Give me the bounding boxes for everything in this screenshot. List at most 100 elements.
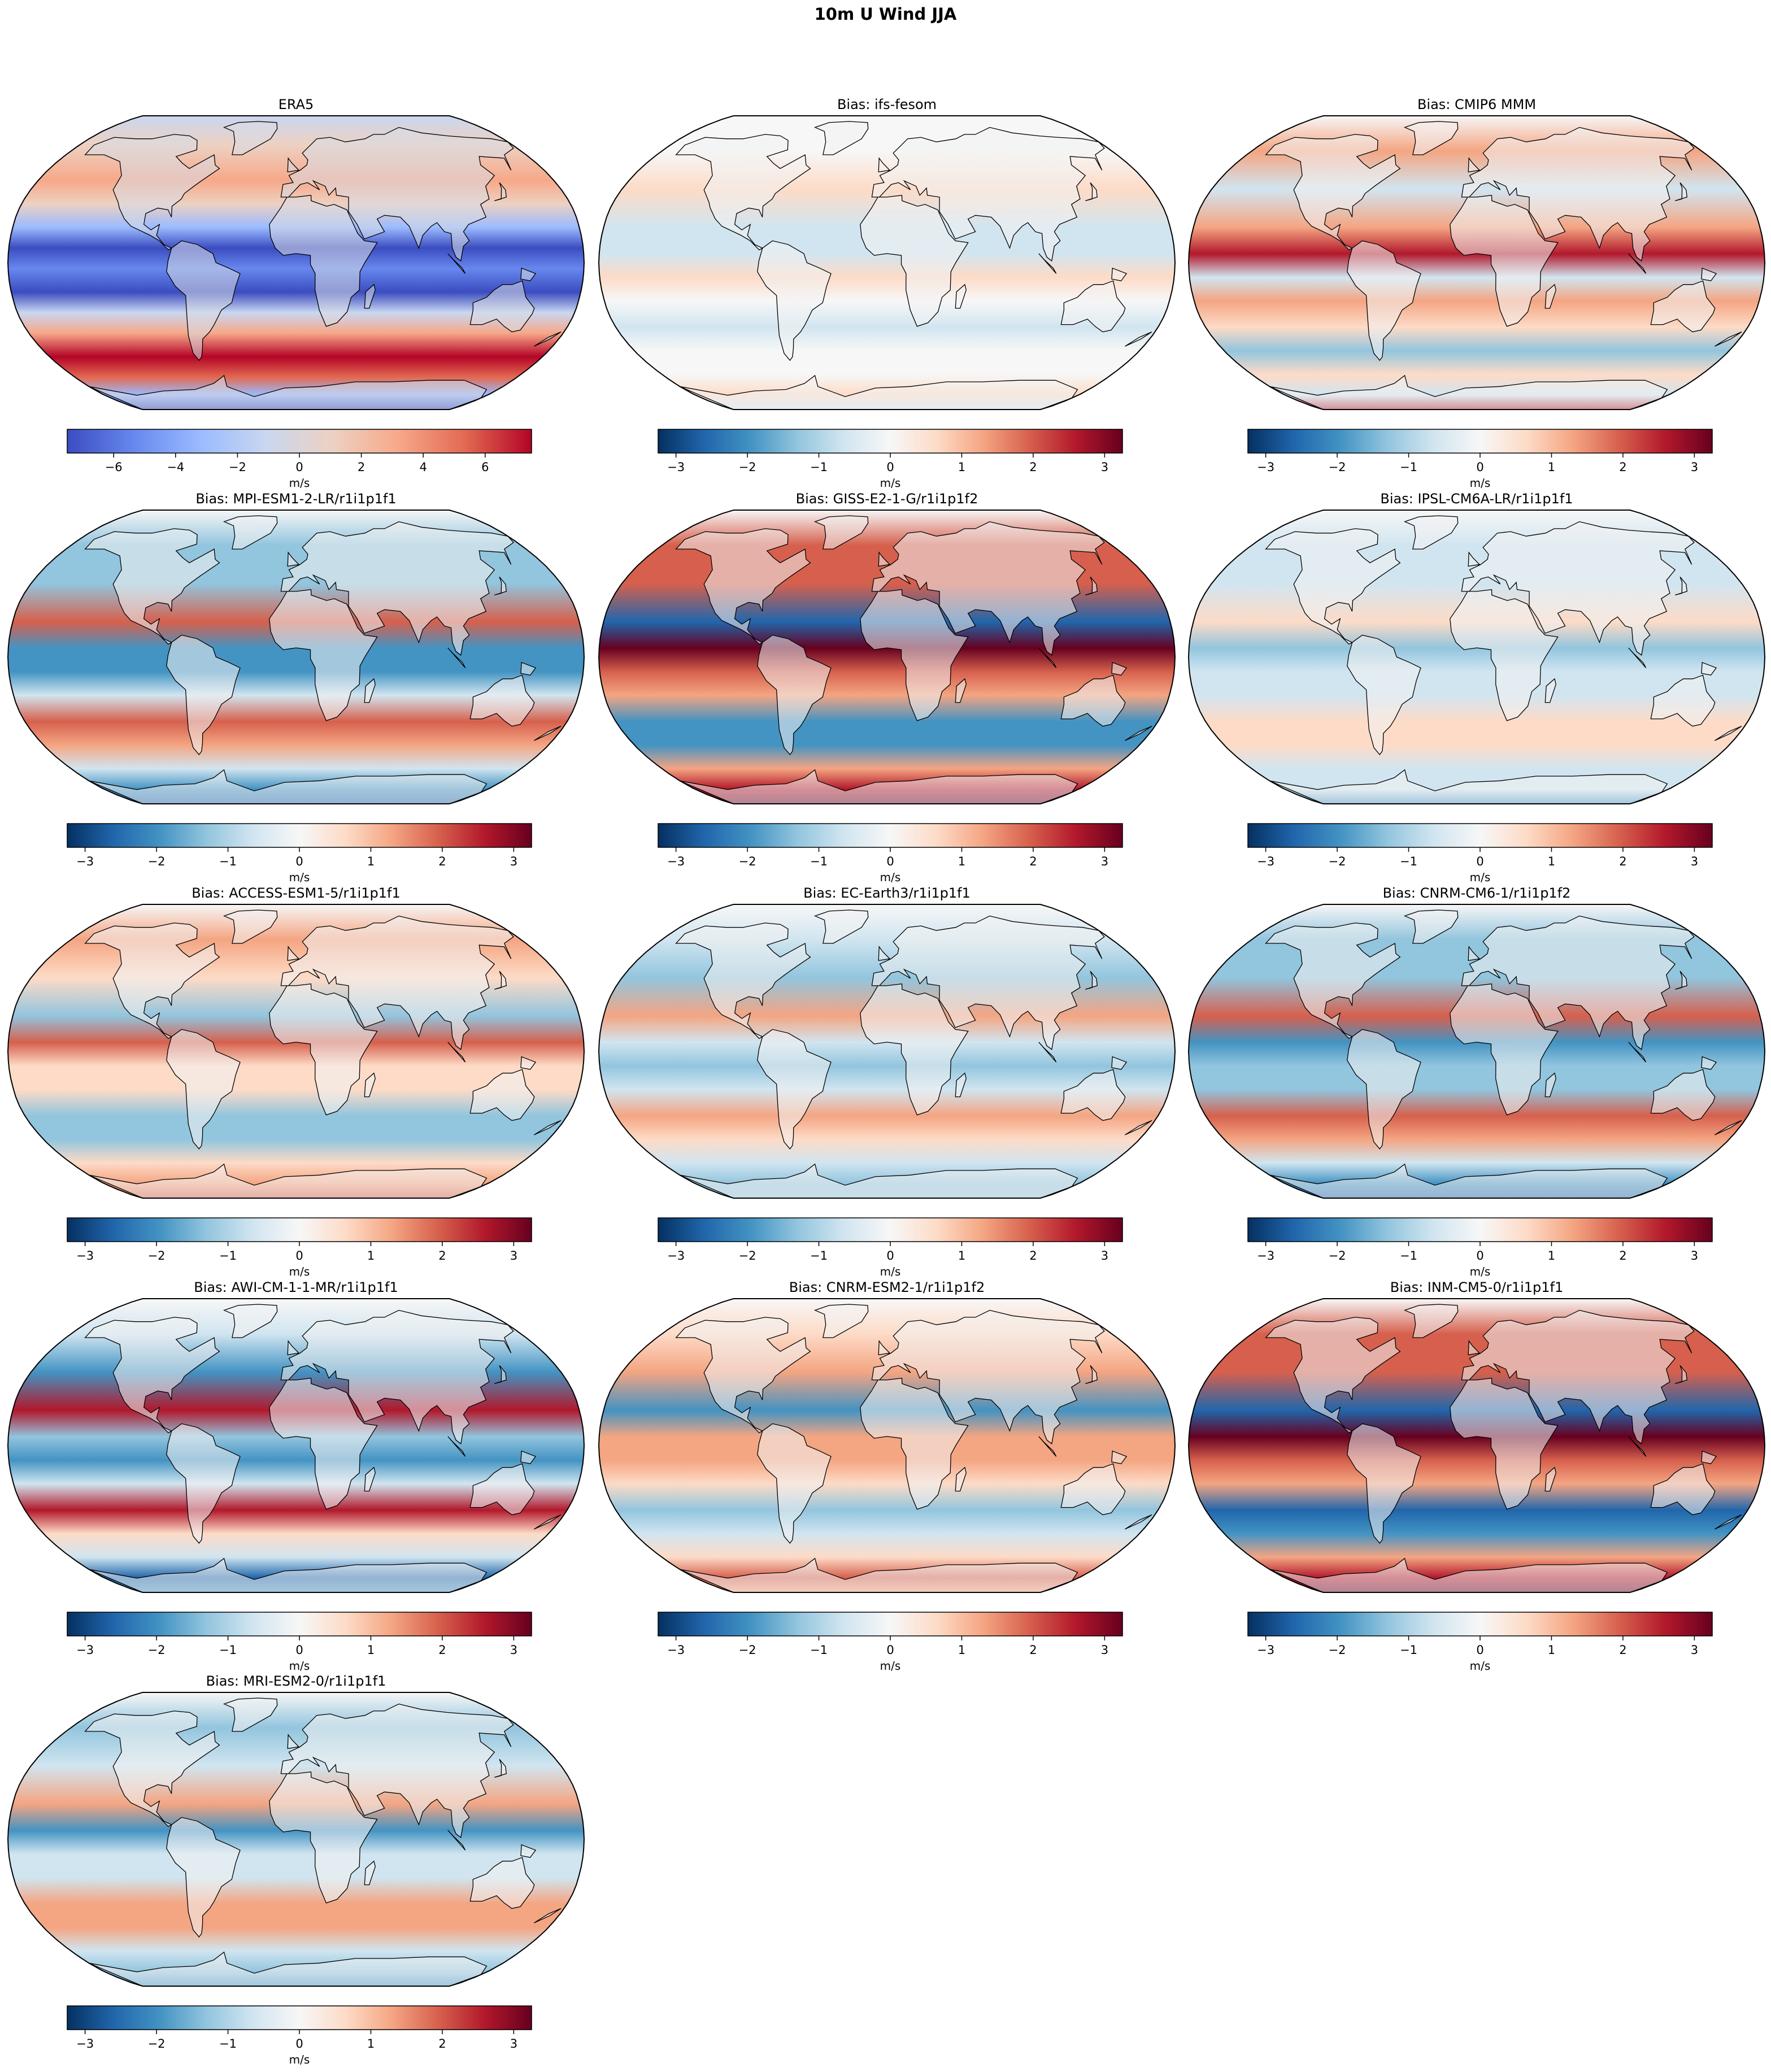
map-panel-cmip6-mmm: Bias: CMIP6 MMM −3 −2 −1 0 1 2 3 m/s [1187, 97, 1766, 490]
colorbar-tick-label: 3 [1691, 460, 1698, 474]
map-boundary [598, 510, 1176, 804]
colorbar-gradient [67, 1612, 532, 1636]
colorbar-tick-label: −2 [148, 855, 166, 868]
colorbar: −3 −2 −1 0 1 2 3 m/s [67, 1217, 532, 1278]
map-panel-mri-esm2-0: Bias: MRI-ESM2-0/r1i1p1f1 −3 −2 −1 0 1 2 3 m/s [7, 1673, 585, 2066]
coastlines [1265, 515, 1742, 804]
colorbar-unit-label: m/s [289, 476, 310, 490]
colorbar: −3 −2 −1 0 1 2 3 m/s [67, 1612, 532, 1673]
colorbar-tick-label: 0 [295, 2037, 303, 2051]
colorbar-tick-label: 0 [295, 1249, 303, 1263]
panel-title: Bias: GISS-E2-1-G/r1i1p1f2 [796, 491, 978, 507]
wind-field [1189, 116, 1765, 410]
map-boundary [1187, 1298, 1766, 1593]
colorbar-tick-label: 1 [367, 2037, 375, 2051]
map-panel-ipsl-cm6a-lr: Bias: IPSL-CM6A-LR/r1i1p1f1 −3 −2 −1 0 1 2 3 m/s [1187, 491, 1766, 884]
colorbar-gradient [1247, 1612, 1713, 1636]
colorbar: −3 −2 −1 0 1 2 3 m/s [67, 2005, 532, 2066]
colorbar-tick-label: −2 [1329, 855, 1346, 868]
colorbar-tick-label: −1 [219, 855, 237, 868]
colorbar: −3 −2 −1 0 1 2 3 m/s [1247, 823, 1713, 884]
colorbar-tick-label: 1 [1548, 1249, 1555, 1263]
wind-field [1189, 904, 1765, 1198]
colorbar-tick-label: 2 [358, 460, 365, 474]
colorbar-tick-label: 3 [510, 2037, 517, 2051]
panel-title: Bias: CNRM-CM6-1/r1i1p1f2 [1383, 885, 1571, 901]
colorbar-unit-label: m/s [289, 1265, 310, 1278]
colorbar-tick-label: −1 [1400, 460, 1417, 474]
colorbar: −3 −2 −1 0 1 2 3 m/s [658, 429, 1123, 490]
colorbar-tick-label: −3 [76, 855, 94, 868]
colorbar-unit-label: m/s [289, 870, 310, 884]
colorbar-gradient [658, 1612, 1123, 1636]
colorbar-tick-label: 1 [1548, 1643, 1555, 1657]
colorbar-tick-label: 0 [886, 1249, 894, 1263]
colorbar-tick-label: 2 [438, 1249, 446, 1263]
colorbar-tick-label: 0 [886, 1643, 894, 1657]
colorbar: −3 −2 −1 0 1 2 3 m/s [658, 1217, 1123, 1278]
map-boundary [7, 1298, 585, 1593]
map-panel-inm-cm5-0: Bias: INM-CM5-0/r1i1p1f1 −3 −2 −1 0 1 2 3 m/s [1187, 1279, 1766, 1673]
wind-field [599, 510, 1175, 804]
colorbar-tick-label: −2 [1329, 460, 1346, 474]
colorbar-tick-label: 1 [1548, 855, 1555, 868]
colorbar-unit-label: m/s [880, 476, 901, 490]
colorbar-tick-label: 3 [1691, 1643, 1698, 1657]
wind-field [8, 116, 584, 410]
colorbar-tick-label: 0 [1476, 460, 1483, 474]
colorbar-tick-label: −1 [810, 1643, 828, 1657]
colorbar-tick-label: −1 [1400, 1249, 1417, 1263]
coastlines [1265, 121, 1742, 410]
panel-title: Bias: CMIP6 MMM [1417, 97, 1536, 112]
colorbar-tick-label: −2 [1329, 1643, 1346, 1657]
colorbar-unit-label: m/s [289, 1659, 310, 1673]
colorbar-tick-label: −3 [667, 1249, 685, 1263]
colorbar-tick-label: 3 [1101, 1643, 1108, 1657]
colorbar-tick-label: 1 [958, 855, 965, 868]
colorbar-tick-label: −3 [1257, 855, 1274, 868]
panel-title: Bias: EC-Earth3/r1i1p1f1 [803, 885, 971, 901]
colorbar: −3 −2 −1 0 1 2 3 m/s [658, 823, 1123, 884]
colorbar-tick-label: 0 [1476, 855, 1483, 868]
map-boundary [7, 115, 585, 410]
colorbar-unit-label: m/s [289, 2053, 310, 2066]
map-panel-ec-earth3: Bias: EC-Earth3/r1i1p1f1 −3 −2 −1 0 1 2 3 m/s [598, 885, 1176, 1278]
coastlines [675, 121, 1152, 410]
map-boundary [7, 904, 585, 1199]
colorbar-tick-label: 3 [510, 1249, 517, 1263]
colorbar-tick-label: 0 [295, 460, 303, 474]
colorbar-tick-label: −2 [739, 1643, 756, 1657]
colorbar-tick-label: 2 [1619, 1643, 1626, 1657]
map-boundary [1187, 115, 1766, 410]
colorbar-tick-label: 2 [438, 1643, 446, 1657]
panel-title: Bias: MPI-ESM1-2-LR/r1i1p1f1 [195, 491, 396, 507]
colorbar-tick-label: 3 [1101, 460, 1108, 474]
colorbar-gradient [67, 1217, 532, 1242]
colorbar-tick-label: −1 [219, 1249, 237, 1263]
colorbar-tick-label: −3 [76, 1643, 94, 1657]
colorbar-gradient [1247, 429, 1713, 454]
colorbar-tick-label: 0 [886, 855, 894, 868]
colorbar-tick-label: 2 [1619, 1249, 1626, 1263]
coastlines [1265, 909, 1742, 1198]
colorbar-tick-label: 2 [438, 855, 446, 868]
panel-title: Bias: AWI-CM-1-1-MR/r1i1p1f1 [194, 1279, 398, 1295]
colorbar: −3 −2 −1 0 1 2 3 m/s [1247, 429, 1713, 490]
colorbar-unit-label: m/s [880, 1265, 901, 1278]
colorbar-tick-label: −2 [1329, 1249, 1346, 1263]
colorbar-tick-label: 1 [1548, 460, 1555, 474]
map-boundary [1187, 510, 1766, 804]
map-panel-awi-cm-1-1-mr: Bias: AWI-CM-1-1-MR/r1i1p1f1 −3 −2 −1 0 1 2 3 m/… [7, 1279, 585, 1673]
colorbar-unit-label: m/s [1470, 1659, 1491, 1673]
map-panel-giss-e2-1-g: Bias: GISS-E2-1-G/r1i1p1f2 −3 −2 −1 0 1 2 3 m/s [598, 491, 1176, 884]
colorbar-unit-label: m/s [1470, 476, 1491, 490]
colorbar-gradient [67, 2005, 532, 2030]
colorbar-unit-label: m/s [1470, 870, 1491, 884]
map-boundary [7, 1692, 585, 1987]
colorbar-unit-label: m/s [1470, 1265, 1491, 1278]
coastlines [84, 909, 562, 1198]
colorbar-tick-label: −1 [810, 855, 828, 868]
panel-title: Bias: ACCESS-ESM1-5/r1i1p1f1 [192, 885, 401, 901]
colorbar-tick-label: −3 [667, 1643, 685, 1657]
